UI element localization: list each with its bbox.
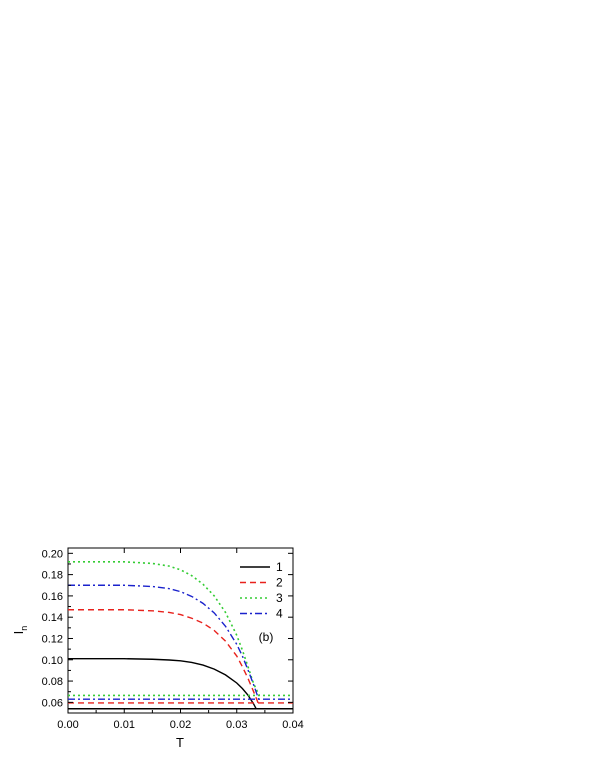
y-axis-title-subscript: n xyxy=(19,626,29,631)
y-tick-label: 0.20 xyxy=(42,548,63,560)
series-line-1 xyxy=(68,658,258,710)
x-tick-label: 0.01 xyxy=(114,719,135,731)
x-tick-label: 0.04 xyxy=(282,719,303,731)
panel-annotation: (b) xyxy=(259,630,274,644)
y-tick-label: 0.16 xyxy=(42,591,63,603)
x-axis-title: T xyxy=(176,735,184,750)
x-tick-label: 0.02 xyxy=(170,719,191,731)
y-tick-label: 0.08 xyxy=(42,676,63,688)
series-line-4 xyxy=(68,584,260,700)
y-tick-label: 0.14 xyxy=(42,612,63,624)
y-tick-label: 0.12 xyxy=(42,633,63,645)
legend-label-4: 4 xyxy=(276,607,283,621)
legend-label-3: 3 xyxy=(276,591,283,605)
y-axis-title-main: I xyxy=(11,631,26,635)
y-tick-label: 0.06 xyxy=(42,697,63,709)
y-tick-label: 0.18 xyxy=(42,570,63,582)
x-tick-label: 0.00 xyxy=(57,719,78,731)
x-tick-label: 0.03 xyxy=(226,719,247,731)
series-line-3 xyxy=(68,561,260,696)
ticks-layer: 0.00 0.01 0.02 0.03 0.04 0.06 0.08 0.10 0.12 0.14… xyxy=(42,548,304,731)
legend: 1 23 4 xyxy=(240,560,283,621)
series-layer xyxy=(68,561,293,710)
legend-label-2: 2 xyxy=(276,576,283,590)
series-line-2 xyxy=(68,609,259,704)
legend-label-1: 1 xyxy=(276,560,283,574)
y-tick-label: 0.10 xyxy=(42,655,63,667)
y-axis-title: In xyxy=(11,626,29,635)
